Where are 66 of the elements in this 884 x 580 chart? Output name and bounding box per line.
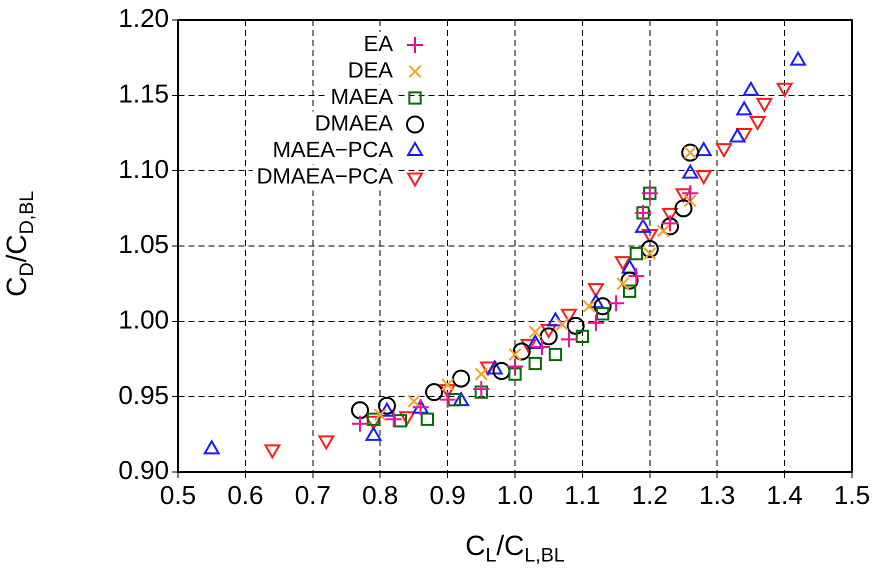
y-tick-label: 1.20 [118, 3, 169, 34]
x-tick-label: 1.1 [564, 480, 600, 510]
legend-label: EA [364, 31, 394, 56]
point [374, 408, 387, 422]
legend-label: DMAEA−PCA [256, 164, 394, 189]
point [420, 412, 434, 426]
x-tick-label: 0.9 [430, 480, 466, 510]
point [640, 240, 659, 258]
y-tick-label: 1.05 [118, 229, 169, 260]
point [378, 396, 396, 415]
x-tick-label: 1.0 [496, 480, 534, 510]
point [616, 277, 630, 290]
point [448, 393, 461, 406]
x-axis-title: C$_{L}$/C$_{L,BL}$ [464, 530, 566, 568]
point [620, 272, 639, 290]
point [607, 294, 626, 312]
point [366, 412, 380, 426]
point [474, 385, 488, 399]
point [586, 314, 605, 332]
point [438, 390, 457, 409]
point [492, 362, 511, 380]
point [556, 318, 569, 332]
point [350, 401, 369, 420]
point [350, 414, 369, 433]
point [472, 380, 490, 398]
x-tick-label: 1.2 [632, 480, 668, 510]
point [594, 297, 612, 316]
point [630, 246, 643, 260]
point [532, 338, 551, 356]
x-tick-label: 0.8 [362, 480, 398, 510]
legend-label: MAEA [330, 84, 394, 110]
y-tick-label: 1.00 [118, 304, 169, 335]
point [661, 217, 680, 236]
point [582, 300, 596, 313]
point [674, 199, 692, 218]
point [508, 367, 522, 381]
point [622, 284, 636, 298]
point [384, 410, 403, 428]
x-tick-label: 1.4 [766, 480, 803, 510]
point [596, 307, 610, 320]
y-tick-label: 1.15 [118, 78, 169, 109]
point [512, 342, 531, 360]
point [548, 348, 562, 362]
point [566, 316, 585, 335]
point [560, 330, 578, 348]
y-tick-label: 1.10 [118, 154, 169, 184]
point [506, 358, 524, 376]
point [425, 383, 444, 402]
x-tick-label: 0.7 [294, 480, 331, 510]
point [407, 394, 421, 408]
y-tick-label: 0.95 [118, 380, 169, 410]
x-tick-label: 1.3 [699, 480, 736, 510]
x-tick-label: 0.6 [227, 480, 264, 510]
legend-label: DMAEA [314, 110, 394, 136]
point [528, 356, 542, 370]
legend-label: DEA [348, 58, 394, 83]
point [440, 378, 454, 392]
point [540, 327, 558, 346]
point [576, 330, 590, 344]
point [627, 267, 646, 286]
point [681, 184, 700, 202]
x-tick-label: 1.5 [834, 480, 870, 510]
legend-label: MAEA−PCA [272, 137, 394, 162]
point [528, 325, 542, 339]
point [661, 214, 680, 232]
point [452, 370, 470, 388]
